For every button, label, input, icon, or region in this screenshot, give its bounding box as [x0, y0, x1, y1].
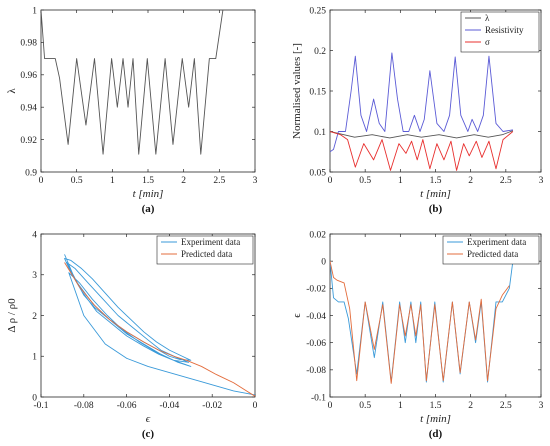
- x-tick-label: 1.5: [142, 176, 154, 186]
- x-tick-label: 1.5: [430, 401, 442, 411]
- y-tick-label: 0.94: [20, 104, 37, 114]
- legend: Experiment data Predicted data: [442, 235, 540, 265]
- panel-label: (c): [142, 428, 155, 440]
- x-tick-label: 2.5: [500, 176, 512, 186]
- series-line-lambda: [41, 10, 224, 155]
- x-axis-label: t [min]: [420, 413, 451, 425]
- x-axis-label: t [min]: [133, 188, 164, 200]
- series-line-resistivity: [330, 52, 513, 153]
- x-tick-label: 0.5: [359, 401, 371, 411]
- x-tick-label: 1: [398, 401, 403, 411]
- legend-label: σ: [485, 37, 490, 47]
- y-tick-label: 0: [32, 393, 37, 403]
- series-line-predicted-data: [330, 261, 510, 384]
- chart-panel-2: 0 0.5 1 1.5 2 2.5 3 0.05 0.1 0.15 0.2 0.25 t [min] No…: [291, 6, 544, 215]
- legend-label: Predicted data: [467, 249, 518, 259]
- x-tick-label: 2: [468, 401, 473, 411]
- legend: Experiment data Predicted data: [156, 235, 254, 265]
- y-axis-label: Δ ρ / ρ0: [6, 298, 18, 333]
- panel-label: (a): [142, 203, 155, 215]
- y-tick-label: 1: [32, 353, 37, 363]
- y-tick-label: -0.1: [311, 393, 326, 403]
- y-tick-label: 0.02: [309, 230, 326, 240]
- legend-box: [156, 235, 254, 265]
- y-tick-label: 0.96: [20, 71, 37, 81]
- y-tick-label: 0.05: [309, 168, 326, 178]
- y-tick-label: -0.06: [306, 339, 326, 349]
- y-tick-label: 4: [32, 230, 37, 240]
- panel-label: (b): [429, 203, 443, 215]
- y-tick-label: 3: [32, 271, 37, 281]
- y-tick-label: 0.98: [20, 39, 37, 49]
- x-tick-label: 2: [181, 176, 186, 186]
- series-line--: [330, 130, 514, 139]
- legend-label: Resistivity: [485, 25, 524, 35]
- x-tick-label: 3: [539, 401, 544, 411]
- x-tick-label: 3: [539, 176, 544, 186]
- x-tick-label: -0.1: [33, 401, 48, 411]
- legend-label: Predicted data: [181, 249, 232, 259]
- y-axis-label: ϵ: [291, 313, 303, 318]
- y-tick-label: -0.02: [306, 285, 326, 295]
- legend-label: Experiment data: [181, 237, 240, 247]
- legend-box: [460, 11, 540, 53]
- legend-label: Experiment data: [467, 237, 526, 247]
- y-tick-label: 0.2: [314, 47, 326, 57]
- x-tick-label: -0.04: [160, 401, 180, 411]
- legend: λ Resistivity σ: [460, 11, 540, 53]
- x-tick-label: 0.5: [71, 176, 83, 186]
- x-axis-label: t [min]: [420, 188, 451, 200]
- series-line-predicted-data: [64, 262, 255, 397]
- y-tick-label: 0.92: [20, 136, 37, 146]
- y-axis-label: Normalised values [-]: [291, 43, 303, 139]
- y-tick-label: 0.15: [309, 87, 326, 97]
- x-tick-label: 1: [110, 176, 115, 186]
- panel-label: (d): [429, 428, 443, 440]
- legend-label: λ: [485, 13, 490, 23]
- y-tick-label: -0.08: [306, 366, 326, 376]
- y-tick-label: 2: [32, 312, 37, 322]
- x-tick-label: 0: [253, 401, 258, 411]
- x-tick-label: 2.5: [213, 176, 225, 186]
- x-tick-label: 0: [39, 176, 44, 186]
- legend-box: [442, 235, 540, 265]
- chart-panel-4: 0 0.5 1 1.5 2 2.5 3 -0.1 -0.08 -0.06 -0.04 -0.02 0 0.…: [291, 230, 544, 440]
- x-tick-label: -0.06: [117, 401, 137, 411]
- x-tick-label: 0: [328, 401, 333, 411]
- chart-panel-3: -0.1 -0.08 -0.06 -0.04 -0.02 0 0 1 2 3 4 ϵ Δ ρ / ρ0 (…: [6, 230, 258, 440]
- y-tick-label: 0.9: [25, 168, 37, 178]
- y-tick-label: 0: [321, 257, 326, 267]
- x-tick-label: 0.5: [359, 176, 371, 186]
- series-line-experiment-data: [64, 254, 255, 396]
- x-tick-label: 0: [328, 176, 333, 186]
- y-tick-label: -0.04: [306, 312, 326, 322]
- x-tick-label: -0.02: [202, 401, 222, 411]
- x-tick-label: 1: [398, 176, 403, 186]
- y-tick-label: 0.1: [314, 128, 326, 138]
- x-axis-label: ϵ: [146, 413, 151, 425]
- x-tick-label: 2.5: [500, 401, 512, 411]
- y-tick-label: 1: [32, 6, 37, 16]
- chart-panel-1: 0 0.5 1 1.5 2 2.5 3 0.9 0.92 0.94 0.96 0.98 1 t [min]…: [6, 6, 258, 215]
- x-tick-label: 2: [468, 176, 473, 186]
- x-tick-label: 1.5: [430, 176, 442, 186]
- y-axis-label: λ: [6, 88, 18, 94]
- x-tick-label: -0.08: [74, 401, 94, 411]
- y-tick-label: 0.25: [309, 6, 326, 16]
- x-tick-label: 3: [253, 176, 258, 186]
- series-line--: [330, 131, 514, 171]
